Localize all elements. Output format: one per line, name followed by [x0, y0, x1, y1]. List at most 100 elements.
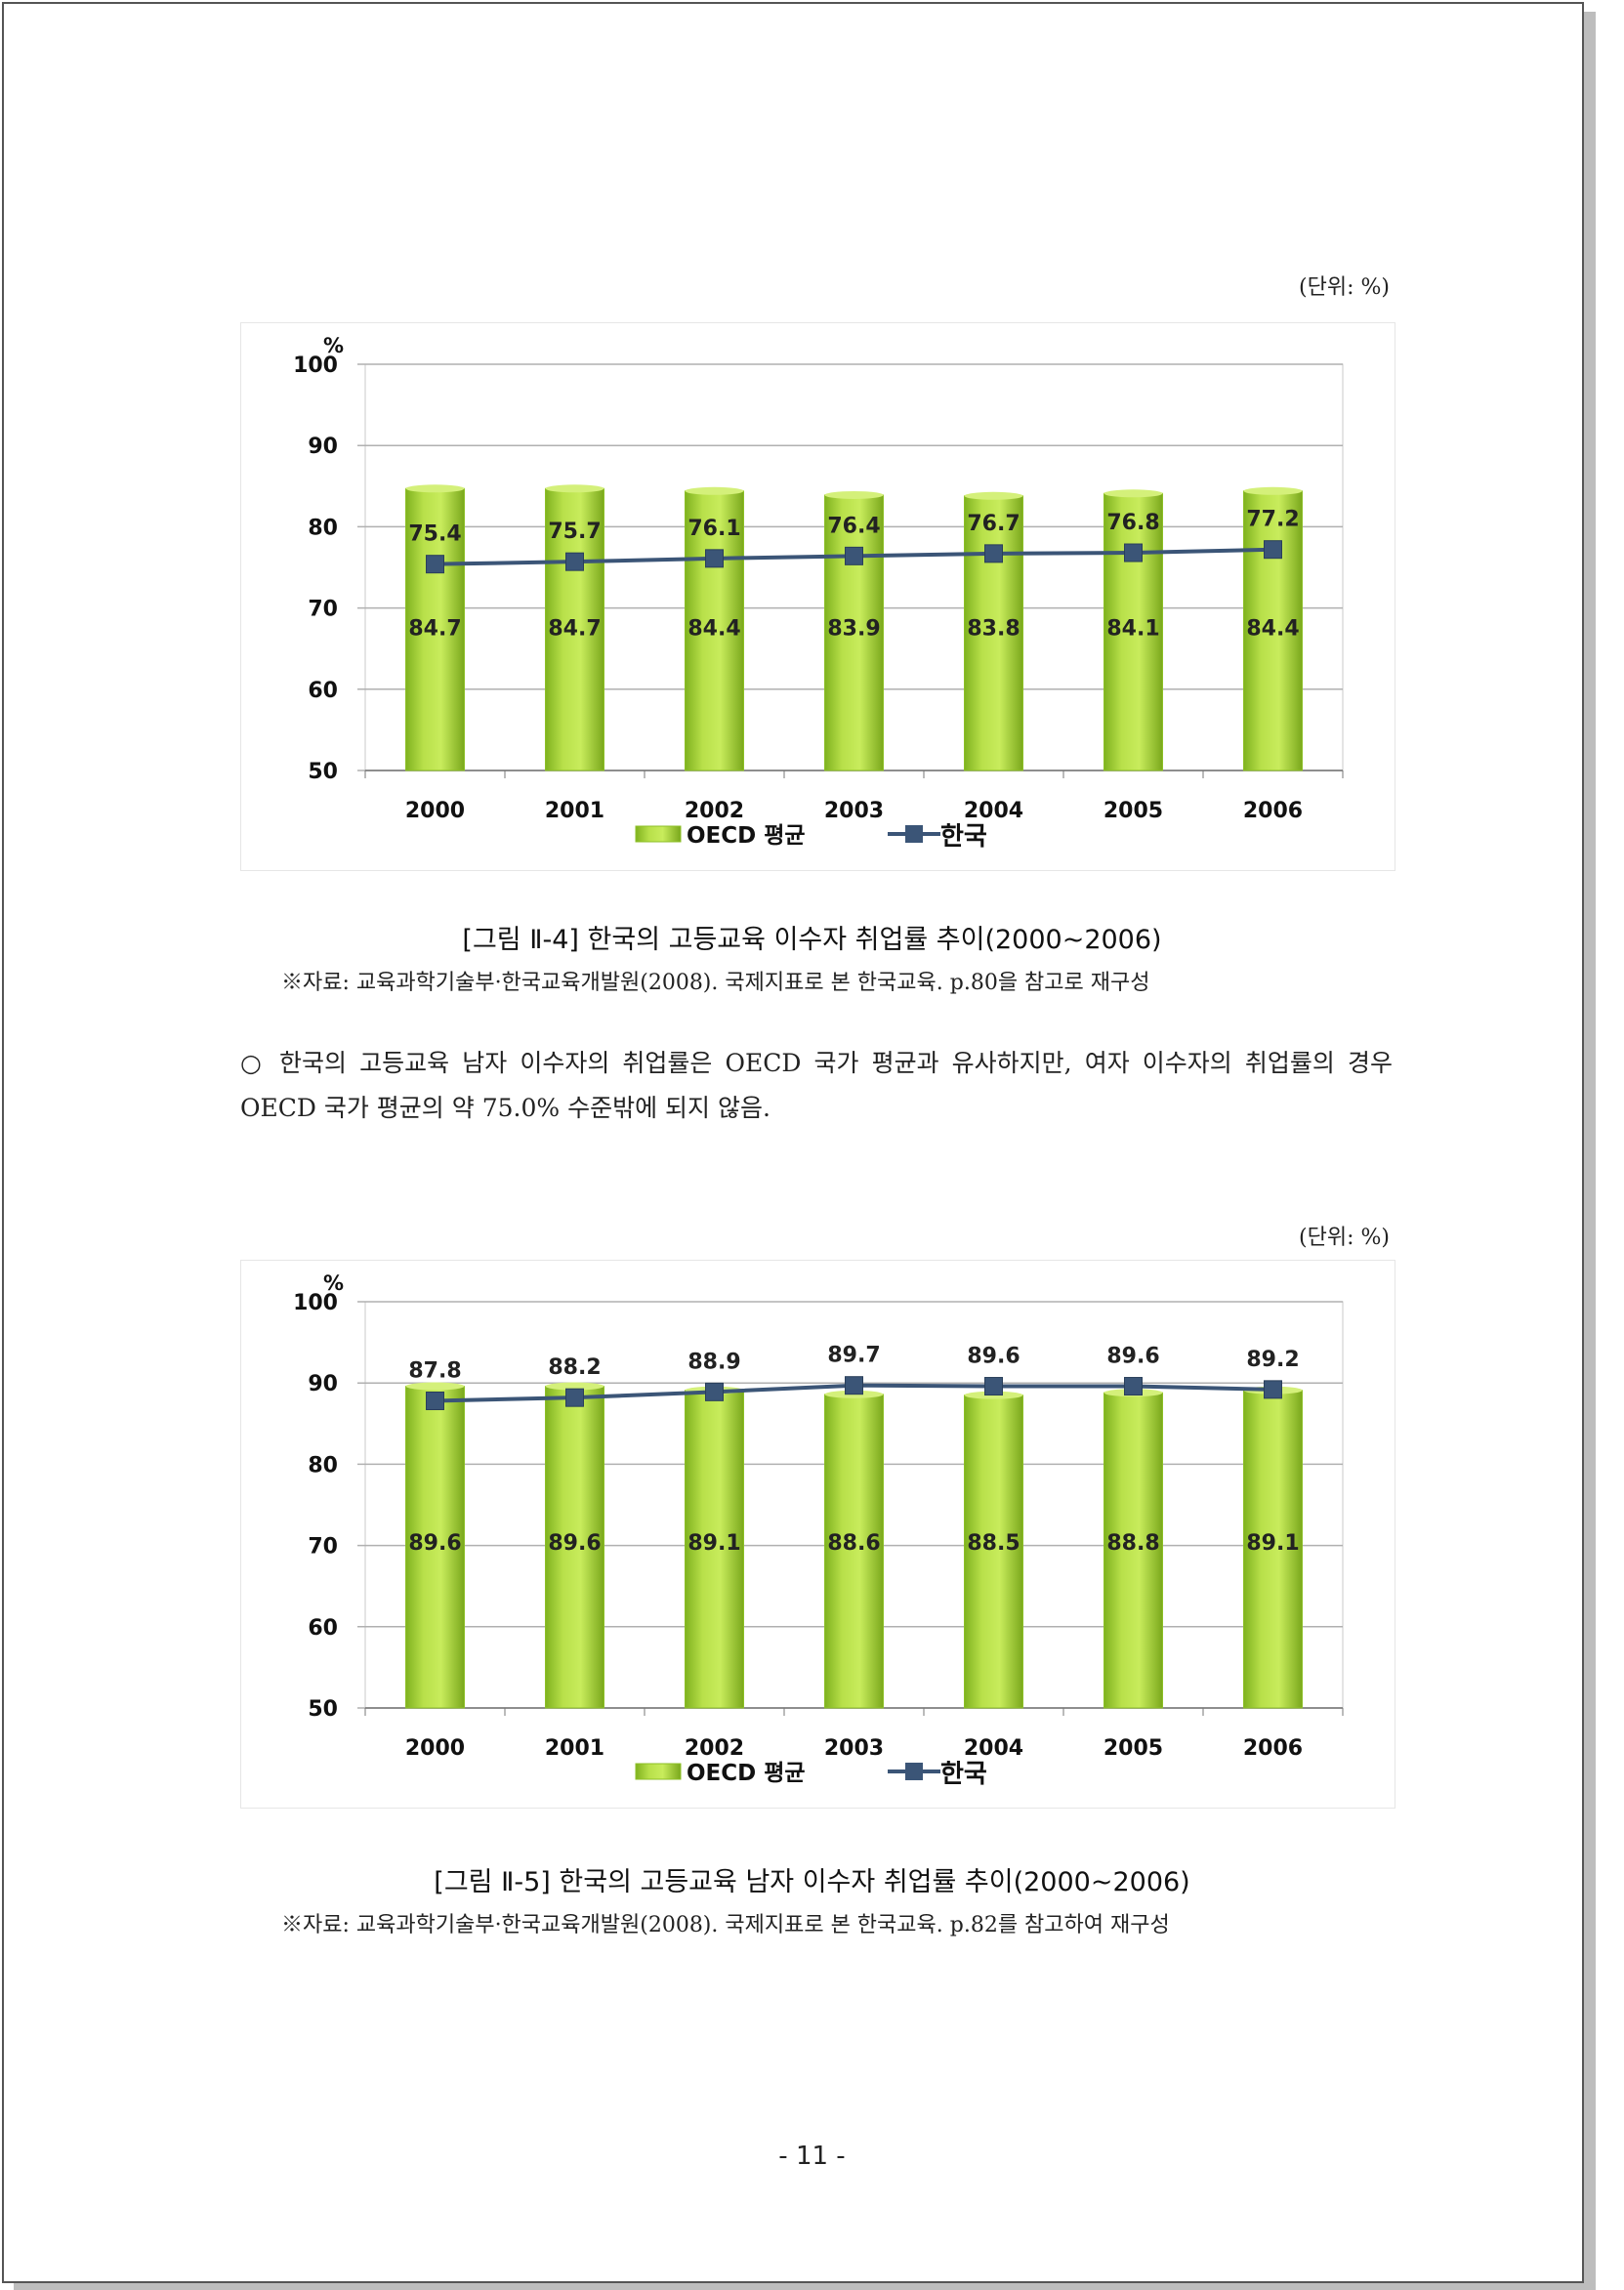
bar-value-label: 89.1 — [687, 1531, 740, 1556]
bar-value-label: 84.7 — [408, 616, 461, 641]
figure-caption-1: [그림 Ⅱ-4] 한국의 고등교육 이수자 취업률 추이(2000~2006) — [462, 925, 1162, 955]
y-tick-label: 70 — [308, 1535, 338, 1560]
line-value-label: 89.2 — [1246, 1348, 1299, 1372]
bar — [405, 1386, 465, 1709]
y-tick-label: 70 — [308, 598, 338, 622]
y-tick-label: 100 — [293, 1291, 338, 1315]
legend-label-bar: OECD 평균 — [687, 823, 806, 849]
line-value-label: 76.7 — [967, 512, 1020, 536]
chart-2: 50 60 70 80 90 100% 2000 2001 2002 2003 2004 2005 20… — [240, 1260, 1395, 1809]
y-axis-unit: % — [323, 1271, 344, 1295]
y-tick-label: 90 — [308, 1372, 338, 1396]
bar — [545, 487, 604, 771]
line-marker — [845, 1376, 863, 1395]
bar-value-label: 88.6 — [827, 1531, 880, 1556]
line-value-label: 76.8 — [1106, 511, 1159, 535]
bar-top — [964, 491, 1023, 500]
bar — [685, 1390, 744, 1709]
line-value-label: 76.1 — [687, 517, 740, 541]
legend-swatch-bar — [635, 1763, 682, 1780]
bar — [1243, 490, 1303, 771]
bar-value-label: 84.7 — [548, 616, 601, 641]
legend-label-line: 한국 — [940, 822, 987, 852]
figure-source-1: ※자료: 교육과학기술부·한국교육개발원(2008). 국제지표로 본 한국교육… — [281, 971, 1150, 995]
y-tick-label: 80 — [308, 1453, 338, 1478]
line-value-label: 77.2 — [1246, 508, 1299, 532]
bar-top — [824, 490, 884, 499]
line-marker — [565, 552, 584, 571]
bar-value-label: 89.1 — [1246, 1531, 1299, 1556]
bar-top — [1103, 489, 1163, 498]
x-tick-label: 2006 — [1243, 1736, 1303, 1761]
bar — [1103, 1392, 1163, 1709]
line-value-label: 89.7 — [827, 1344, 880, 1368]
x-tick-label: 2006 — [1243, 799, 1303, 823]
x-tick-label: 2005 — [1103, 799, 1163, 823]
bar — [685, 490, 744, 771]
line-value-label: 75.7 — [548, 520, 601, 544]
line-marker — [426, 555, 444, 574]
bar-value-label: 83.8 — [967, 616, 1020, 641]
y-tick-label: 100 — [293, 354, 338, 378]
line-marker — [1264, 1380, 1282, 1399]
x-tick-label: 2003 — [824, 799, 884, 823]
chart-svg-2: 50 60 70 80 90 100% 2000 2001 2002 2003 2004 2005 20… — [293, 1271, 1344, 1789]
x-tick-label: 2002 — [685, 1736, 744, 1761]
figure-source-2: ※자료: 교육과학기술부·한국교육개발원(2008). 국제지표로 본 한국교육… — [281, 1913, 1170, 1937]
bar-value-label: 89.6 — [548, 1531, 601, 1556]
bar-top — [1243, 486, 1303, 495]
legend-label-line: 한국 — [940, 1760, 987, 1789]
legend-swatch-bar — [635, 825, 682, 843]
y-tick-label: 60 — [308, 679, 338, 703]
legend-swatch-marker — [905, 825, 923, 843]
bar — [824, 1394, 884, 1709]
line-value-label: 89.6 — [967, 1345, 1020, 1369]
line-marker — [1264, 540, 1282, 560]
figure-caption-2: [그림 Ⅱ-5] 한국의 고등교육 남자 이수자 취업률 추이(2000~200… — [434, 1867, 1190, 1897]
line-value-label: 87.8 — [408, 1359, 461, 1384]
chart-svg-1: 50 60 70 80 90 100% 2000 2001 2002 2003 2004 2005 20… — [293, 334, 1344, 852]
x-tick-label: 2004 — [964, 799, 1023, 823]
bar — [964, 1395, 1023, 1709]
line-value-label: 88.9 — [687, 1350, 740, 1374]
bar — [964, 495, 1023, 771]
x-tick-label: 2001 — [545, 1736, 604, 1761]
bar-value-label: 84.4 — [1246, 616, 1299, 641]
bar-value-label: 89.6 — [408, 1531, 461, 1556]
bar-top — [405, 1382, 465, 1391]
x-tick-label: 2005 — [1103, 1736, 1163, 1761]
x-tick-label: 2004 — [964, 1736, 1023, 1761]
y-tick-label: 50 — [308, 1697, 338, 1722]
bar-value-label: 84.1 — [1106, 616, 1159, 641]
bar-value-label: 84.4 — [687, 616, 740, 641]
legend-swatch-marker — [905, 1763, 923, 1780]
y-axis-unit: % — [323, 334, 344, 357]
y-tick-label: 50 — [308, 760, 338, 784]
bar-value-label: 88.5 — [967, 1531, 1020, 1556]
bar-top — [405, 484, 465, 493]
body-paragraph: ○ 한국의 고등교육 남자 이수자의 취업률은 OECD 국가 평균과 유사하지… — [240, 1049, 1393, 1122]
bar-top — [545, 484, 604, 493]
x-tick-label: 2002 — [685, 799, 744, 823]
line-value-label: 89.6 — [1106, 1345, 1159, 1369]
bar — [1103, 492, 1163, 771]
line-marker — [984, 544, 1003, 563]
bar-top — [685, 486, 744, 495]
line-value-label: 75.4 — [408, 522, 461, 547]
y-tick-label: 90 — [308, 435, 338, 459]
x-tick-label: 2003 — [824, 1736, 884, 1761]
line-marker — [1124, 543, 1143, 562]
line-value-label: 88.2 — [548, 1355, 601, 1380]
line-marker — [845, 546, 863, 565]
y-tick-label: 80 — [308, 516, 338, 540]
unit-label-1: (단위: %) — [1299, 275, 1390, 300]
bar-value-label: 83.9 — [827, 616, 880, 641]
y-tick-label: 60 — [308, 1616, 338, 1641]
chart-1: 50 60 70 80 90 100% 2000 2001 2002 2003 2004 2005 20… — [240, 322, 1395, 871]
bar — [824, 494, 884, 771]
line-value-label: 76.4 — [827, 514, 880, 538]
legend-label-bar: OECD 평균 — [687, 1761, 806, 1786]
line-marker — [426, 1392, 444, 1411]
line-marker — [705, 1382, 724, 1401]
unit-label-2: (단위: %) — [1299, 1226, 1390, 1250]
